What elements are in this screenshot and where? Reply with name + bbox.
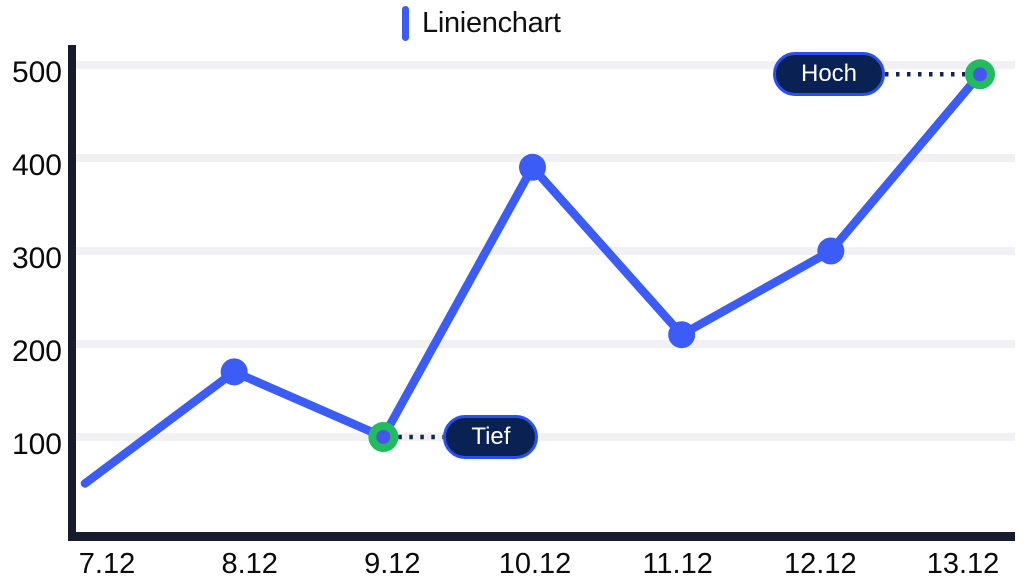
x-tick-label: 10.12 (499, 548, 572, 580)
x-tick-label: 8.12 (221, 548, 277, 580)
highlight-marker-core (973, 67, 987, 82)
data-point-marker[interactable] (220, 358, 248, 386)
hoch-annotation-pill[interactable]: Hoch (773, 52, 886, 97)
y-tick-label: 300 (12, 242, 62, 275)
y-tick-label: 500 (12, 56, 62, 89)
data-point-marker[interactable] (817, 237, 845, 265)
y-axis (68, 45, 76, 540)
hoch-annotation-label: Hoch (801, 60, 858, 88)
y-tick-label: 100 (12, 428, 62, 461)
gridline (76, 154, 1015, 162)
x-axis (68, 532, 1015, 541)
gridline (76, 61, 1015, 69)
gridline (76, 340, 1015, 348)
gridline (76, 433, 1015, 441)
title-accent-bar (402, 6, 409, 41)
x-tick-label: 13.12 (927, 548, 1000, 580)
gridline (76, 247, 1015, 255)
y-tick-label: 400 (12, 149, 62, 182)
chart-title: Linienchart (422, 6, 561, 39)
x-tick-label: 12.12 (784, 548, 857, 580)
x-tick-label: 9.12 (364, 548, 420, 580)
x-tick-label: 7.12 (79, 548, 135, 580)
y-tick-label: 200 (12, 335, 62, 368)
data-point-marker[interactable] (519, 153, 546, 181)
x-tick-label: 11.12 (642, 548, 712, 580)
tief-annotation-pill[interactable]: Tief (443, 415, 539, 459)
highlight-marker-core (376, 430, 391, 444)
data-point-marker[interactable] (668, 321, 696, 349)
chart-header: Linienchart (402, 6, 561, 41)
tief-annotation-label: Tief (471, 423, 511, 450)
